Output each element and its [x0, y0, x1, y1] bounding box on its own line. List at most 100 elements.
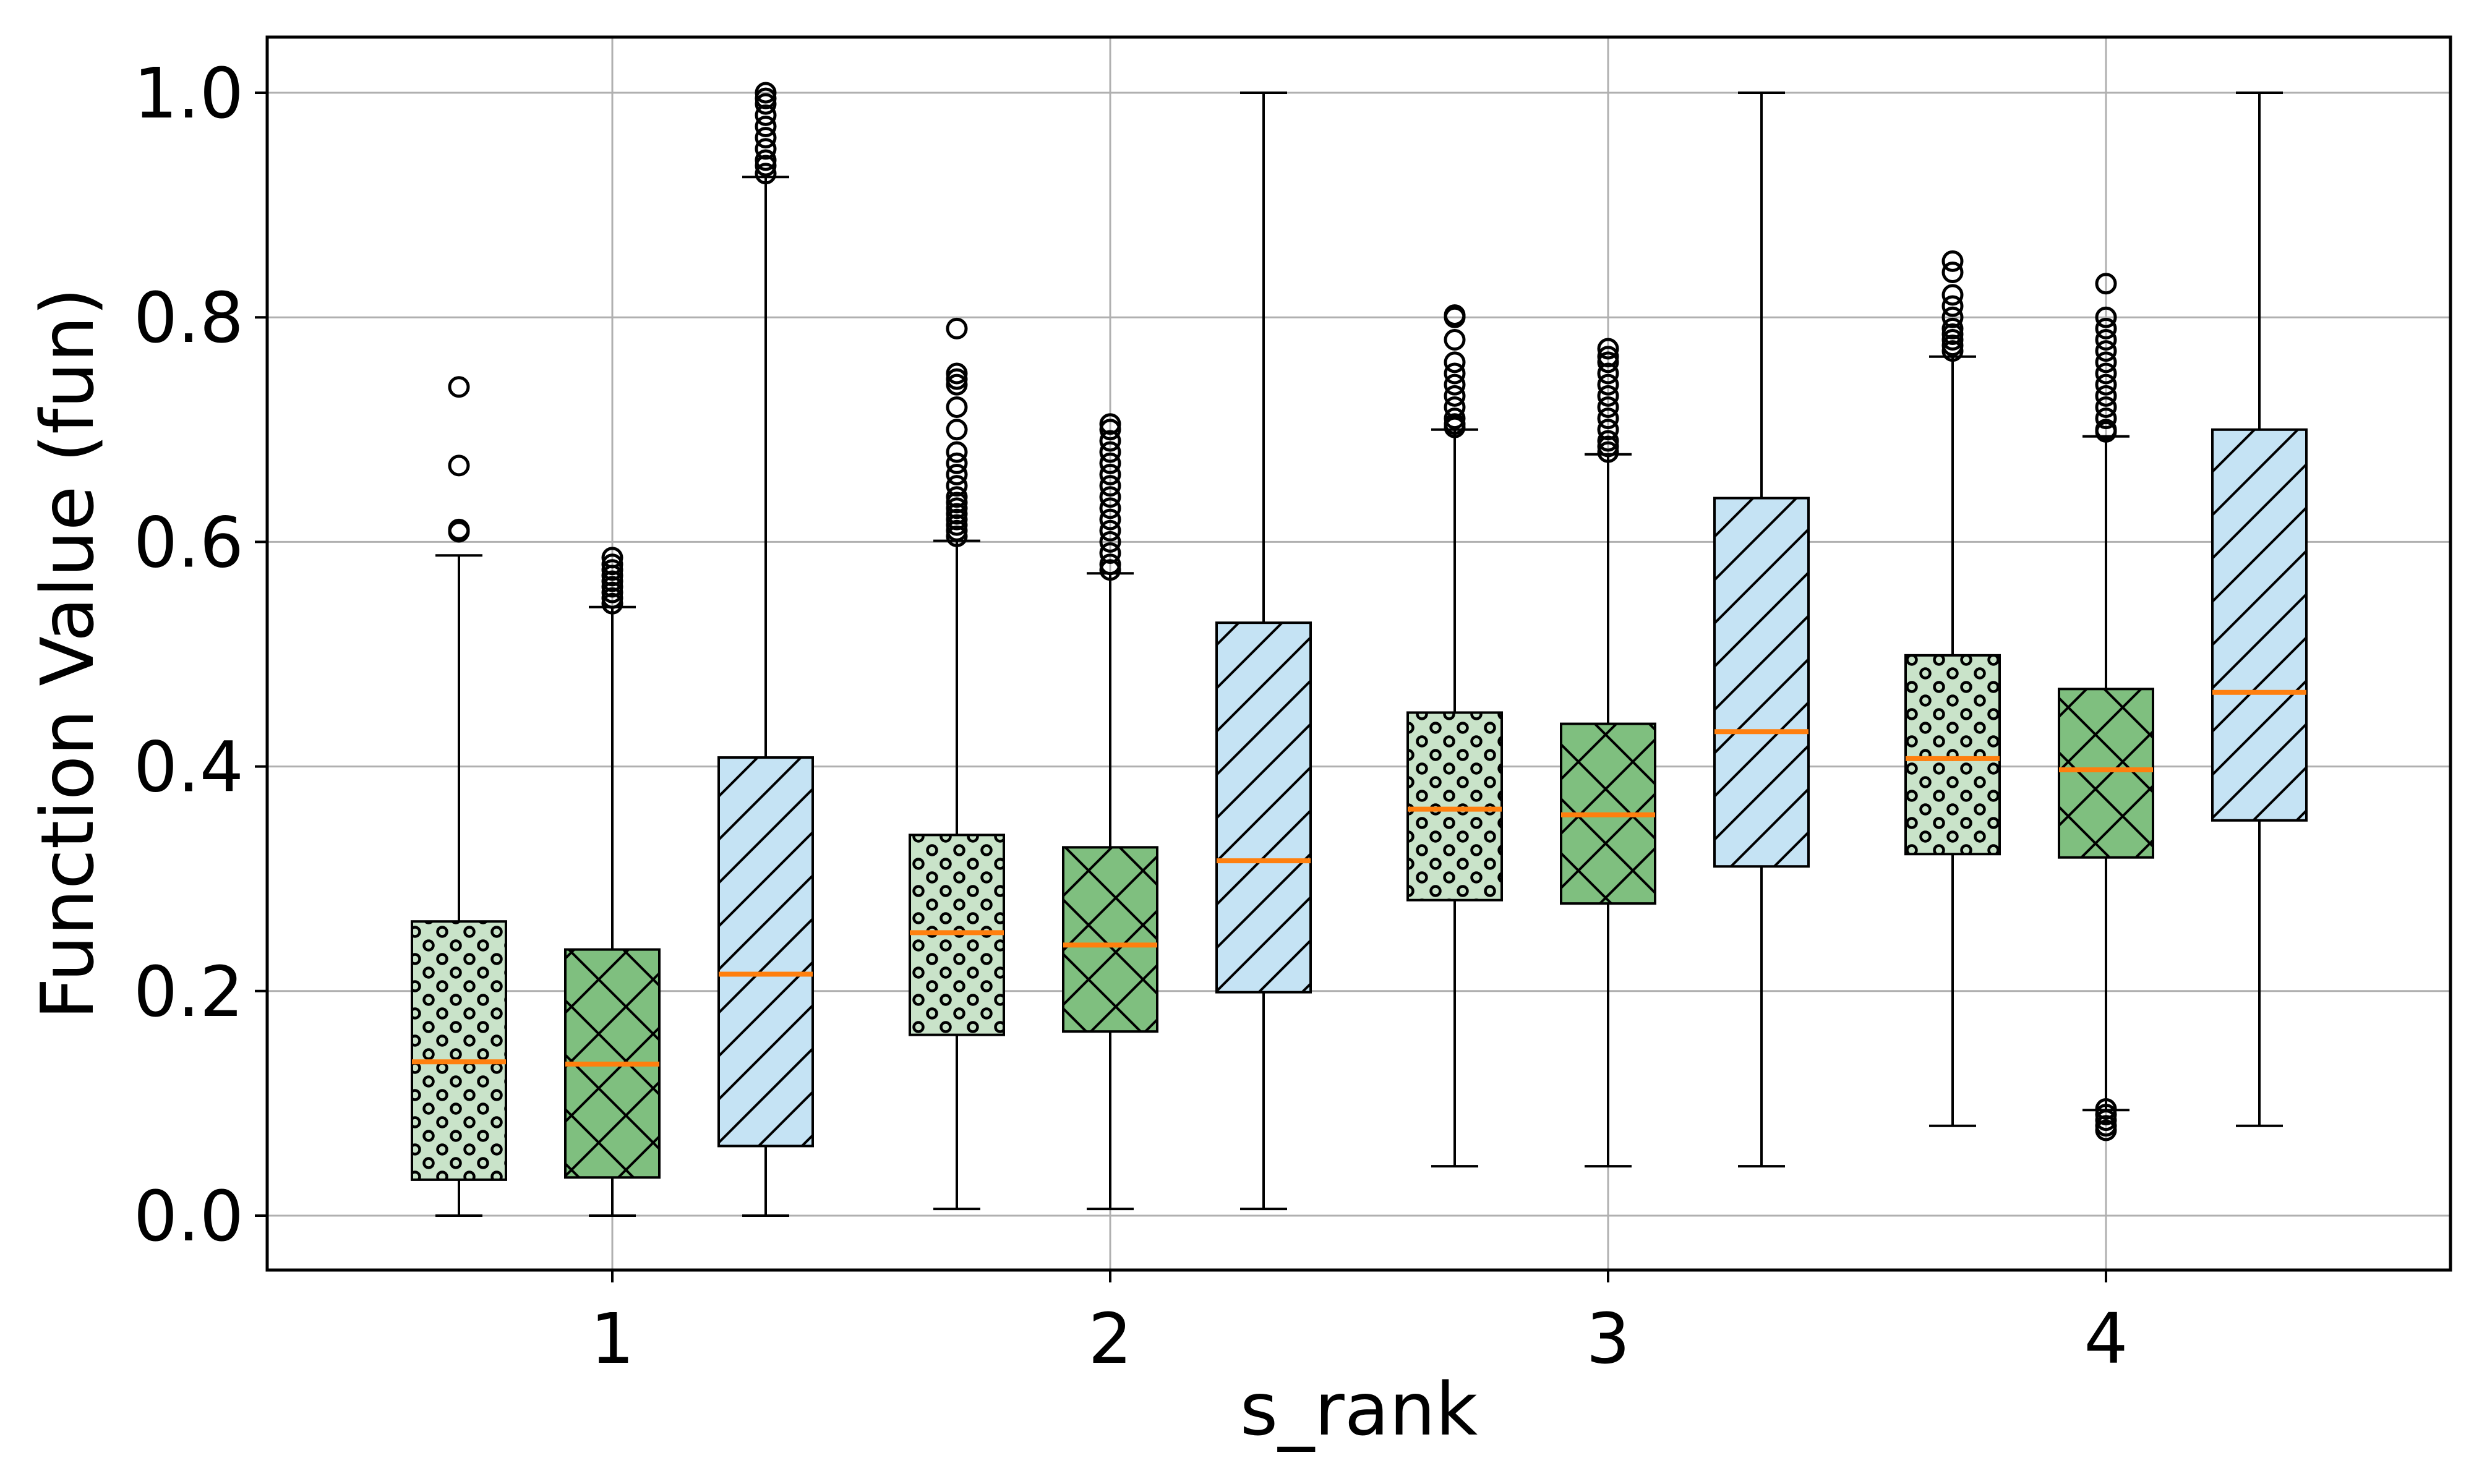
outlier-point [946, 368, 968, 390]
box-body [717, 756, 814, 1148]
outlier-point [601, 592, 623, 615]
outlier-point [1099, 452, 1121, 474]
y-tick-label: 0.2 [134, 952, 244, 1033]
box-body [1406, 711, 1503, 902]
outlier-point [946, 525, 968, 547]
box-body [411, 920, 507, 1181]
outlier-point [1941, 284, 1964, 306]
y-tick-label: 0.0 [134, 1177, 244, 1257]
box-group [1062, 413, 1158, 1211]
outlier-point [2095, 396, 2117, 418]
box-body [1062, 846, 1158, 1033]
box-body [2211, 428, 2308, 822]
outlier-point [946, 475, 968, 497]
outlier-point [946, 362, 968, 385]
box-group [1560, 338, 1656, 1168]
box-group [1215, 92, 1312, 1211]
outlier-point [946, 441, 968, 463]
y-tick-label: 0.6 [134, 503, 244, 583]
outlier-point [1099, 419, 1121, 441]
outlier-point [2095, 1098, 2117, 1120]
outlier-point [1597, 385, 1619, 407]
outlier-point [946, 492, 968, 514]
outlier-point [1444, 413, 1466, 435]
outlier-point [2095, 1115, 2117, 1137]
outlier-point [946, 373, 968, 396]
y-tick-label: 1.0 [134, 54, 244, 134]
outlier-point [1099, 486, 1121, 508]
outlier-point [1099, 542, 1121, 565]
box-group [717, 82, 814, 1217]
outlier-point [1099, 475, 1121, 497]
box-group [411, 376, 507, 1217]
x-tick-label: 2 [1088, 1299, 1132, 1380]
outlier-point [2095, 373, 2117, 396]
outlier-point [755, 87, 777, 109]
outlier-point [946, 519, 968, 542]
outlier-point [1941, 262, 1964, 284]
outlier-point [1597, 373, 1619, 396]
outlier-point [1597, 338, 1619, 360]
outlier-point [1444, 329, 1466, 351]
outlier-point [1099, 413, 1121, 435]
box-group [564, 547, 661, 1217]
outlier-point [946, 514, 968, 536]
outlier-point [1444, 373, 1466, 396]
outlier-point [755, 93, 777, 115]
outlier-point [1444, 304, 1466, 326]
box-group [909, 317, 1005, 1211]
outlier-point [448, 518, 470, 540]
outlier-point [1444, 396, 1466, 418]
axis-ticks: 0.0 0.2 0.4 0.6 0.8 1.0 1 2 3 4 [134, 54, 2128, 1380]
outlier-point [2095, 329, 2117, 351]
x-tick-label: 3 [1586, 1299, 1630, 1380]
outlier-point [1099, 519, 1121, 542]
outlier-point [946, 508, 968, 531]
box-groups [411, 82, 2308, 1217]
outlier-point [601, 553, 623, 576]
outlier-point [1099, 508, 1121, 531]
y-axis-title: Function Value (fun) [25, 288, 110, 1020]
outlier-point [946, 463, 968, 485]
outlier-point [946, 486, 968, 508]
outlier-point [2095, 1104, 2117, 1126]
x-tick-label: 1 [590, 1299, 634, 1380]
outlier-point [1941, 317, 1964, 339]
outlier-point [1597, 407, 1619, 430]
outlier-point [1597, 441, 1619, 463]
outlier-point [1941, 306, 1964, 328]
outlier-point [755, 127, 777, 149]
outlier-point [1597, 362, 1619, 385]
outlier-point [1941, 335, 1964, 357]
box-group [1406, 304, 1503, 1168]
outlier-point [1597, 430, 1619, 452]
box-body [1904, 654, 2001, 856]
box-group [2211, 92, 2308, 1127]
outlier-point [601, 559, 623, 581]
box-group [1713, 92, 1810, 1168]
box-body [2058, 688, 2154, 859]
outlier-point [755, 155, 777, 177]
outlier-point [2095, 419, 2117, 441]
outlier-point [1099, 553, 1121, 576]
x-axis-title: s_rank [1240, 1367, 1478, 1452]
outlier-point [1444, 385, 1466, 407]
outlier-point [2095, 362, 2117, 385]
outlier-point [1099, 497, 1121, 519]
outlier-point [1941, 329, 1964, 351]
outlier-point [1099, 430, 1121, 452]
outlier-point [1597, 435, 1619, 458]
outlier-point [1597, 351, 1619, 373]
y-tick-label: 0.4 [134, 728, 244, 808]
box-body [1215, 621, 1312, 994]
outlier-point [1444, 362, 1466, 385]
outlier-point [1597, 396, 1619, 418]
outlier-point [946, 419, 968, 441]
outlier-point [1597, 346, 1619, 368]
outlier-point [2095, 407, 2117, 430]
outlier-point [946, 396, 968, 418]
outlier-point [2095, 351, 2117, 373]
outlier-point [601, 587, 623, 609]
